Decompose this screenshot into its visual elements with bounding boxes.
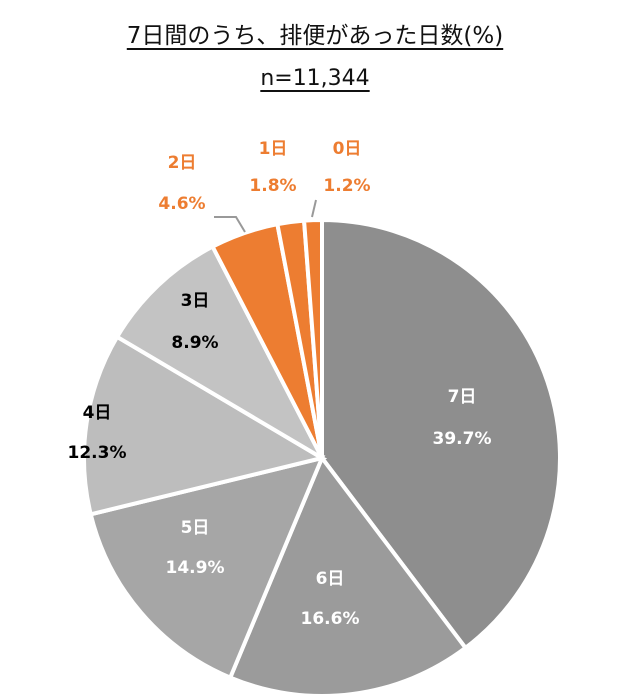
category-label: 4日	[83, 403, 112, 423]
category-label: 7日	[448, 387, 477, 407]
value-label: 1.8%	[249, 176, 296, 196]
category-label: 6日	[316, 569, 345, 589]
value-label: 39.7%	[433, 429, 492, 449]
leader-line	[214, 216, 246, 233]
pie-slice-4	[114, 243, 327, 464]
category-label: 3日	[181, 291, 210, 311]
value-label: 8.9%	[171, 333, 218, 353]
pie-slice-7	[301, 217, 324, 459]
chart-title-text: 7日間のうち、排便があった日数(%)	[126, 23, 504, 49]
category-label: 1日	[259, 139, 288, 159]
value-label: 16.6%	[301, 609, 360, 629]
value-label: 4.6%	[158, 194, 205, 214]
chart-title: 7日間のうち、排便があった日数(%)	[0, 16, 630, 50]
leader-line	[311, 199, 317, 218]
category-label: 0日	[333, 139, 362, 159]
category-label: 2日	[168, 153, 197, 173]
pie-slice-2	[88, 455, 326, 681]
pie-slice-0	[320, 217, 562, 651]
chart-subtitle: n=11,344	[0, 66, 630, 91]
value-label: 1.2%	[323, 176, 370, 196]
pie-slice-3	[82, 334, 328, 517]
chart-subtitle-text: n=11,344	[260, 66, 370, 91]
category-label: 5日	[181, 518, 210, 538]
pie-slice-1	[227, 454, 469, 698]
value-label: 12.3%	[68, 443, 127, 463]
value-label: 14.9%	[166, 558, 225, 578]
